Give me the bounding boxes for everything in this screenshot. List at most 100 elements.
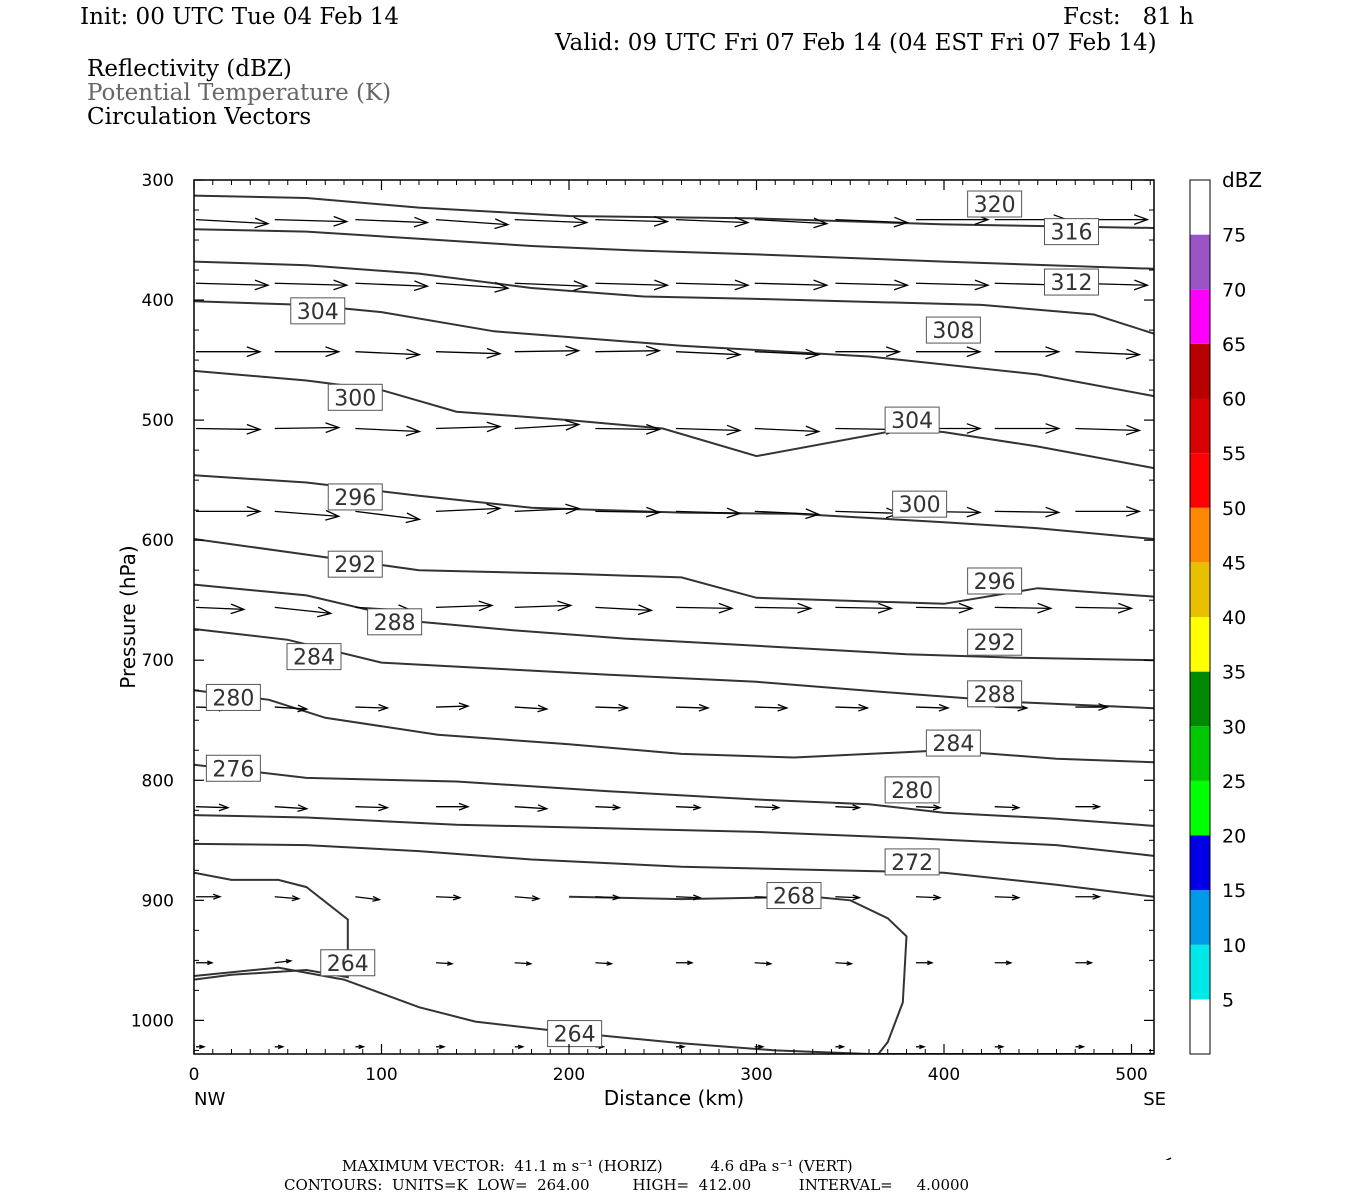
vector-shaft xyxy=(915,706,949,709)
x-axis-title: Distance (km) xyxy=(604,1086,744,1110)
theta-contour-276 xyxy=(194,814,1154,857)
vector-head xyxy=(525,961,533,966)
theta-contour-264 xyxy=(194,966,1154,1054)
vector-arrow xyxy=(994,506,1061,518)
vector-head xyxy=(325,346,341,358)
colorbar-segment xyxy=(1190,507,1210,563)
colorbar-segment xyxy=(1190,562,1210,617)
vector-arrow xyxy=(195,217,270,229)
contour-label: 280 xyxy=(205,683,261,711)
vector-head xyxy=(645,423,662,435)
vector-arrow xyxy=(355,280,430,292)
vector-head xyxy=(777,703,789,712)
vector-arrow xyxy=(754,703,789,712)
vector-head xyxy=(413,216,430,228)
vector-head xyxy=(893,279,910,291)
vector-shaft xyxy=(835,706,868,709)
vector-shaft xyxy=(355,706,388,709)
vector-shaft xyxy=(435,425,501,430)
vector-head xyxy=(317,606,333,618)
contour-label-text: 284 xyxy=(293,646,335,671)
vector-shaft xyxy=(514,282,587,287)
vector-arrow xyxy=(514,704,549,713)
vector-arrow xyxy=(754,279,829,291)
contour-label-text: 264 xyxy=(554,1023,596,1048)
vector-shaft xyxy=(274,510,339,517)
y-tick-label: 400 xyxy=(142,291,174,311)
vector-arrow xyxy=(274,704,309,713)
vector-arrow xyxy=(835,216,910,228)
vector-shaft xyxy=(514,962,531,965)
vector-arrow xyxy=(754,961,773,966)
vector-arrow xyxy=(196,1044,206,1050)
vector-head xyxy=(718,602,734,614)
vector-shaft xyxy=(195,427,261,431)
contour-label-text: 316 xyxy=(1051,221,1093,246)
vector-arrow xyxy=(595,345,662,357)
vector-arrow xyxy=(435,894,462,901)
vector-arrow xyxy=(675,894,702,901)
vector-arrow xyxy=(835,961,854,966)
vector-head xyxy=(531,895,541,902)
plot-frame xyxy=(193,179,1155,1055)
vector-head xyxy=(246,423,262,435)
vector-head xyxy=(254,279,270,291)
vector-arrow xyxy=(355,510,422,524)
vector-arrow xyxy=(675,348,742,360)
vector-head xyxy=(452,894,462,901)
vector-shaft xyxy=(435,962,453,965)
contour-label: 308 xyxy=(925,316,981,344)
vector-shaft xyxy=(1075,606,1132,610)
vector-arrow xyxy=(196,960,214,966)
vector-shaft xyxy=(274,960,291,964)
vector-arrow xyxy=(754,508,821,520)
vector-arrow xyxy=(916,1044,926,1050)
x-tick-label: 500 xyxy=(1115,1065,1147,1085)
contour-label: 288 xyxy=(367,608,423,636)
theta-contour-316 xyxy=(194,228,1154,270)
colorbar-segment xyxy=(1190,289,1210,344)
contour-label-box xyxy=(892,490,948,518)
vector-head xyxy=(333,279,349,291)
vector-head xyxy=(692,804,702,811)
vector-arrow xyxy=(355,425,422,437)
vector-arrow xyxy=(675,602,734,614)
vector-shaft xyxy=(595,962,612,965)
colorbar-segment xyxy=(1190,617,1210,672)
vector-head xyxy=(557,600,573,612)
contour-label-box xyxy=(967,680,1023,708)
vector-head xyxy=(325,422,341,434)
vector-shaft xyxy=(595,218,668,223)
vector-head xyxy=(537,704,549,713)
footer-contours: CONTOURS: UNITS=K LOW= 264.00 HIGH= 412.… xyxy=(284,1176,970,1194)
vector-arrow xyxy=(196,505,262,517)
vector-head xyxy=(805,348,821,360)
vector-head xyxy=(893,216,910,228)
contour-label-box xyxy=(290,297,346,325)
contour-label-box xyxy=(1044,218,1099,246)
contour-label: 304 xyxy=(884,406,940,434)
vector-head xyxy=(1125,424,1142,436)
vector-arrow xyxy=(915,894,942,901)
colorbar-tick-label: 20 xyxy=(1222,826,1246,848)
vector-head xyxy=(679,1044,686,1050)
colorbar-tick-label: 5 xyxy=(1222,989,1234,1011)
contour-label-text: 292 xyxy=(974,631,1016,656)
vector-head xyxy=(877,602,894,614)
axis-layer: 300 400 500 600 700 800 900 1000 0 100 200 300 400 50… xyxy=(131,171,1154,1085)
contour-label-text: 264 xyxy=(327,952,369,977)
vector-arrow xyxy=(435,347,502,359)
colorbar-tick-label: 35 xyxy=(1222,662,1246,684)
vector-head xyxy=(1037,602,1053,614)
vector-arrow xyxy=(196,346,262,358)
vector-head xyxy=(966,346,982,358)
legend-potential-temperature: Potential Temperature (K) xyxy=(87,80,392,106)
vector-arrow xyxy=(994,960,1013,966)
contour-label-text: 300 xyxy=(334,386,376,411)
vector-shaft xyxy=(754,962,771,965)
vector-arrow xyxy=(355,703,390,712)
vector-head xyxy=(358,1044,366,1050)
vector-arrow xyxy=(835,346,902,358)
vector-shaft xyxy=(435,351,501,355)
vector-head xyxy=(378,703,390,712)
